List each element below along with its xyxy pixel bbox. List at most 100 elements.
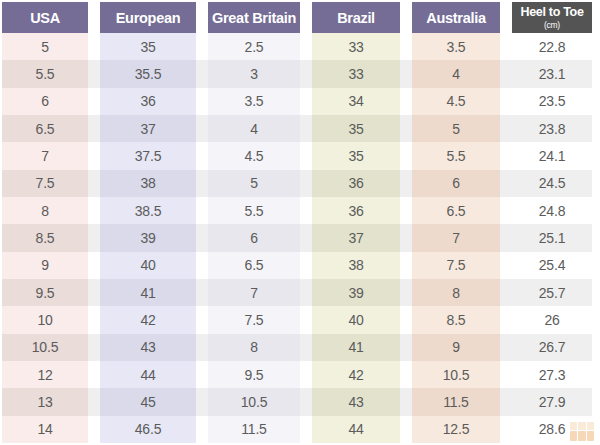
watermark-block [578,422,585,430]
table-cell-european: 39 [100,224,196,251]
table-cell-great-britain: 9.5 [208,361,300,388]
table-cell-usa: 5 [2,33,88,60]
table-row: 10 42 7.5 40 8.5 26 [2,306,592,333]
watermark-logo-icon [570,420,594,441]
table-cell-australia: 9 [412,334,500,361]
column-header-usa: USA [2,2,88,33]
table-cell-great-britain: 7.5 [208,306,300,333]
table-cell-european: 43 [100,334,196,361]
table-row: 7.5 38 5 36 6 24.5 [2,170,592,197]
table-row: 6 36 3.5 34 4.5 23.5 [2,88,592,115]
table-cell-heel-to-toe: 25.4 [512,252,592,279]
table-cell-brazil: 42 [312,361,400,388]
table-cell-australia: 12.5 [412,416,500,443]
table-cell-heel-to-toe: 22.8 [512,33,592,60]
table-cell-usa: 12 [2,361,88,388]
table-cell-usa: 7 [2,142,88,169]
table-cell-usa: 8.5 [2,224,88,251]
table-cell-heel-to-toe: 23.1 [512,60,592,87]
table-row: 9 40 6.5 38 7.5 25.4 [2,252,592,279]
watermark-block [570,422,577,430]
table-cell-usa: 5.5 [2,60,88,87]
table-row: 8.5 39 6 37 7 25.1 [2,224,592,251]
table-cell-heel-to-toe: 24.8 [512,197,592,224]
table-cell-european: 41 [100,279,196,306]
table-cell-european: 38.5 [100,197,196,224]
table-row: 6.5 37 4 35 5 23.8 [2,115,592,142]
table-cell-brazil: 35 [312,142,400,169]
watermark-block [578,431,585,441]
table-cell-australia: 3.5 [412,33,500,60]
table-cell-great-britain: 5.5 [208,197,300,224]
table-cell-australia: 7.5 [412,252,500,279]
table-cell-heel-to-toe: 26.7 [512,334,592,361]
table-cell-heel-to-toe: 27.9 [512,388,592,415]
table-cell-great-britain: 7 [208,279,300,306]
table-cell-usa: 10.5 [2,334,88,361]
table-cell-great-britain: 4.5 [208,142,300,169]
table-cell-usa: 8 [2,197,88,224]
table-cell-australia: 10.5 [412,361,500,388]
table-cell-heel-to-toe: 23.8 [512,115,592,142]
table-row: 9.5 41 7 39 8 25.7 [2,279,592,306]
table-cell-brazil: 35 [312,115,400,142]
table-row: 13 45 10.5 43 11.5 27.9 [2,388,592,415]
heel-to-toe-label: Heel to Toe [520,6,583,19]
table-cell-usa: 10 [2,306,88,333]
table-row: 10.5 43 8 41 9 26.7 [2,334,592,361]
table-cell-usa: 9.5 [2,279,88,306]
heel-to-toe-unit-label: (cm) [544,21,560,30]
table-cell-great-britain: 3 [208,60,300,87]
table-cell-great-britain: 2.5 [208,33,300,60]
table-cell-great-britain: 11.5 [208,416,300,443]
table-cell-heel-to-toe: 27.3 [512,361,592,388]
table-cell-usa: 6 [2,88,88,115]
table-row: 5.5 35.5 3 33 4 23.1 [2,60,592,87]
table-cell-brazil: 40 [312,306,400,333]
table-cell-brazil: 37 [312,224,400,251]
table-cell-australia: 8.5 [412,306,500,333]
table-cell-australia: 7 [412,224,500,251]
table-cell-usa: 9 [2,252,88,279]
table-cell-european: 37.5 [100,142,196,169]
table-cell-heel-to-toe: 25.7 [512,279,592,306]
watermark-block [587,422,594,430]
table-body: 5 35 2.5 33 3.5 22.8 5.5 35.5 3 33 4 23.… [2,33,592,443]
table-cell-great-britain: 10.5 [208,388,300,415]
column-header-brazil: Brazil [312,2,400,33]
table-cell-european: 37 [100,115,196,142]
table-cell-australia: 11.5 [412,388,500,415]
column-header-heel-to-toe: Heel to Toe (cm) [512,2,592,33]
table-cell-european: 40 [100,252,196,279]
table-cell-great-britain: 8 [208,334,300,361]
column-header-great-britain: Great Britain [208,2,300,33]
table-row: 7 37.5 4.5 35 5.5 24.1 [2,142,592,169]
table-cell-great-britain: 6.5 [208,252,300,279]
table-cell-brazil: 39 [312,279,400,306]
table-cell-heel-to-toe: 24.1 [512,142,592,169]
table-cell-brazil: 34 [312,88,400,115]
table-cell-australia: 4 [412,60,500,87]
table-cell-brazil: 44 [312,416,400,443]
table-cell-european: 44 [100,361,196,388]
table-cell-heel-to-toe: 26 [512,306,592,333]
table-cell-australia: 5.5 [412,142,500,169]
table-cell-australia: 5 [412,115,500,142]
table-cell-brazil: 36 [312,170,400,197]
shoe-size-conversion-table: USA European Great Britain Brazil Austra… [0,0,600,445]
watermark-block [570,431,577,441]
column-header-australia: Australia [412,2,500,33]
table-cell-european: 38 [100,170,196,197]
table-row: 8 38.5 5.5 36 6.5 24.8 [2,197,592,224]
table-cell-australia: 4.5 [412,88,500,115]
table-cell-heel-to-toe: 24.5 [512,170,592,197]
table-cell-heel-to-toe: 25.1 [512,224,592,251]
table-cell-european: 35.5 [100,60,196,87]
table-cell-usa: 6.5 [2,115,88,142]
table-cell-european: 45 [100,388,196,415]
table-cell-great-britain: 6 [208,224,300,251]
table-cell-usa: 7.5 [2,170,88,197]
table-cell-australia: 6.5 [412,197,500,224]
table-cell-european: 36 [100,88,196,115]
table-cell-great-britain: 5 [208,170,300,197]
